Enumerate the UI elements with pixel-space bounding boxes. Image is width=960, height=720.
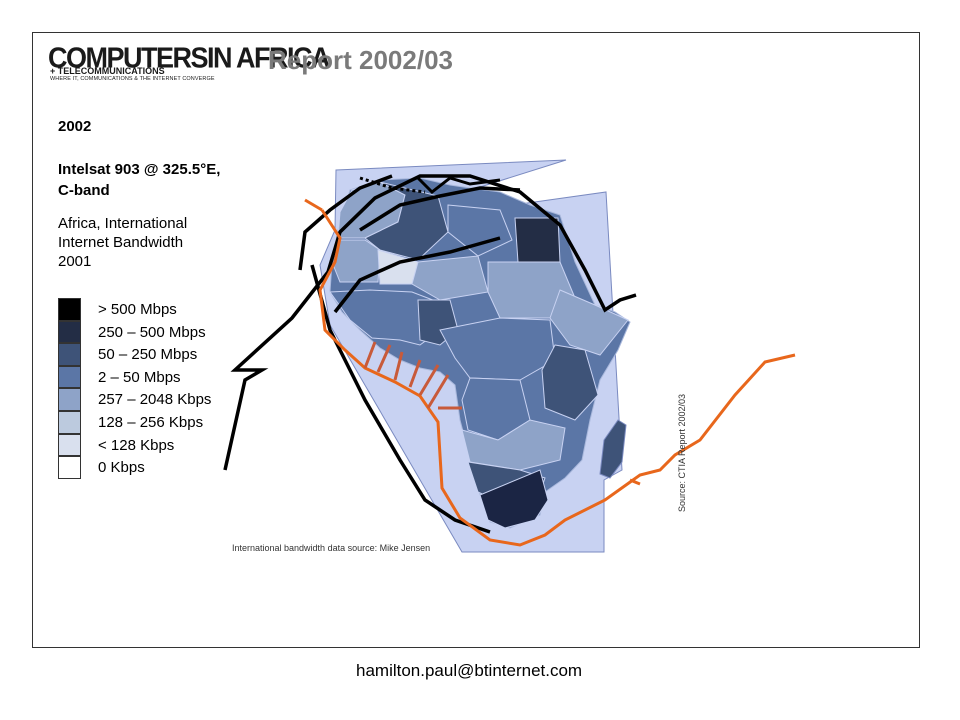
satellite-footprint-curve: [416, 176, 501, 194]
bandwidth-data-source: International bandwidth data source: Mik…: [232, 543, 431, 553]
horn-of-africa: [549, 289, 629, 356]
computers-in-africa-logo: COMPUTERSIN AFRICA + TELECOMMUNICATIONS …: [48, 43, 331, 84]
legend-label: 250 – 500 Mbps: [98, 323, 206, 341]
map-title-line-2: Internet Bandwidth: [58, 234, 184, 251]
legend-swatch: [58, 298, 81, 321]
submarine-cable: [318, 209, 796, 547]
legend-label: 0 Kbps: [98, 459, 145, 477]
submarine-cable: [304, 198, 323, 212]
egypt: [514, 217, 561, 263]
cable-landing: [363, 341, 450, 409]
legend-swatch: [58, 343, 81, 366]
year-label: 2002: [58, 118, 92, 135]
map-title-line-3: 2001: [58, 253, 92, 270]
logo-tagline: WHERE IT, COMMUNICATIONS & THE INTERNET …: [50, 76, 215, 82]
map-title-line-1: Africa, International: [58, 215, 188, 232]
logo-main-text: COMPUTERSIN AFRICA: [48, 42, 331, 74]
legend-swatch: [58, 320, 81, 344]
legend-label: > 500 Mbps: [98, 301, 177, 318]
legend-label: 2 – 50 Mbps: [98, 368, 181, 386]
satellite-footprint-curve: [333, 236, 501, 314]
logo-subtitle: + TELECOMMUNICATIONS: [50, 66, 165, 76]
satellite-line-1: Intelsat 903 @ 325.5°E,: [58, 161, 221, 178]
legend-swatch: [58, 433, 81, 457]
report-source-caption: Source: CTIA Report 2002/03: [677, 393, 687, 512]
satellite-footprint-curve: [359, 186, 521, 232]
satellite-label: Intelsat 903 @ 325.5°E, C-band: [58, 159, 220, 201]
legend-label: 50 – 250 Mbps: [98, 346, 198, 364]
footer-email: hamilton.paul@btinternet.com: [356, 661, 583, 680]
satellite-footprint-curve: [223, 174, 637, 471]
south-africa: [479, 469, 549, 529]
satellite-footprint-curve: [298, 174, 393, 271]
cable-landing: [629, 478, 641, 486]
map-title: Africa, International Internet Bandwidth…: [58, 214, 187, 271]
satellite-footprint-dotted: [359, 176, 426, 194]
legend-swatch: [58, 410, 81, 434]
madagascar: [599, 419, 627, 479]
report-title: Report 2002/03: [268, 45, 453, 75]
slide-frame: [32, 32, 920, 648]
central-africa: [439, 317, 556, 381]
legend-swatch: [58, 388, 81, 411]
satellite-footprint-curve: [310, 264, 491, 534]
niger-chad-region: [411, 255, 489, 301]
kenya-tanzania: [541, 344, 599, 421]
legend-label: < 128 Kbps: [98, 436, 175, 454]
legend-swatch: [58, 456, 81, 479]
legend-label: 128 – 256 Kbps: [98, 413, 204, 431]
legend-swatch: [58, 365, 81, 389]
satellite-line-2: C-band: [58, 182, 110, 199]
libya: [447, 204, 513, 257]
legend-label: 257 – 2048 Kbps: [98, 391, 212, 409]
